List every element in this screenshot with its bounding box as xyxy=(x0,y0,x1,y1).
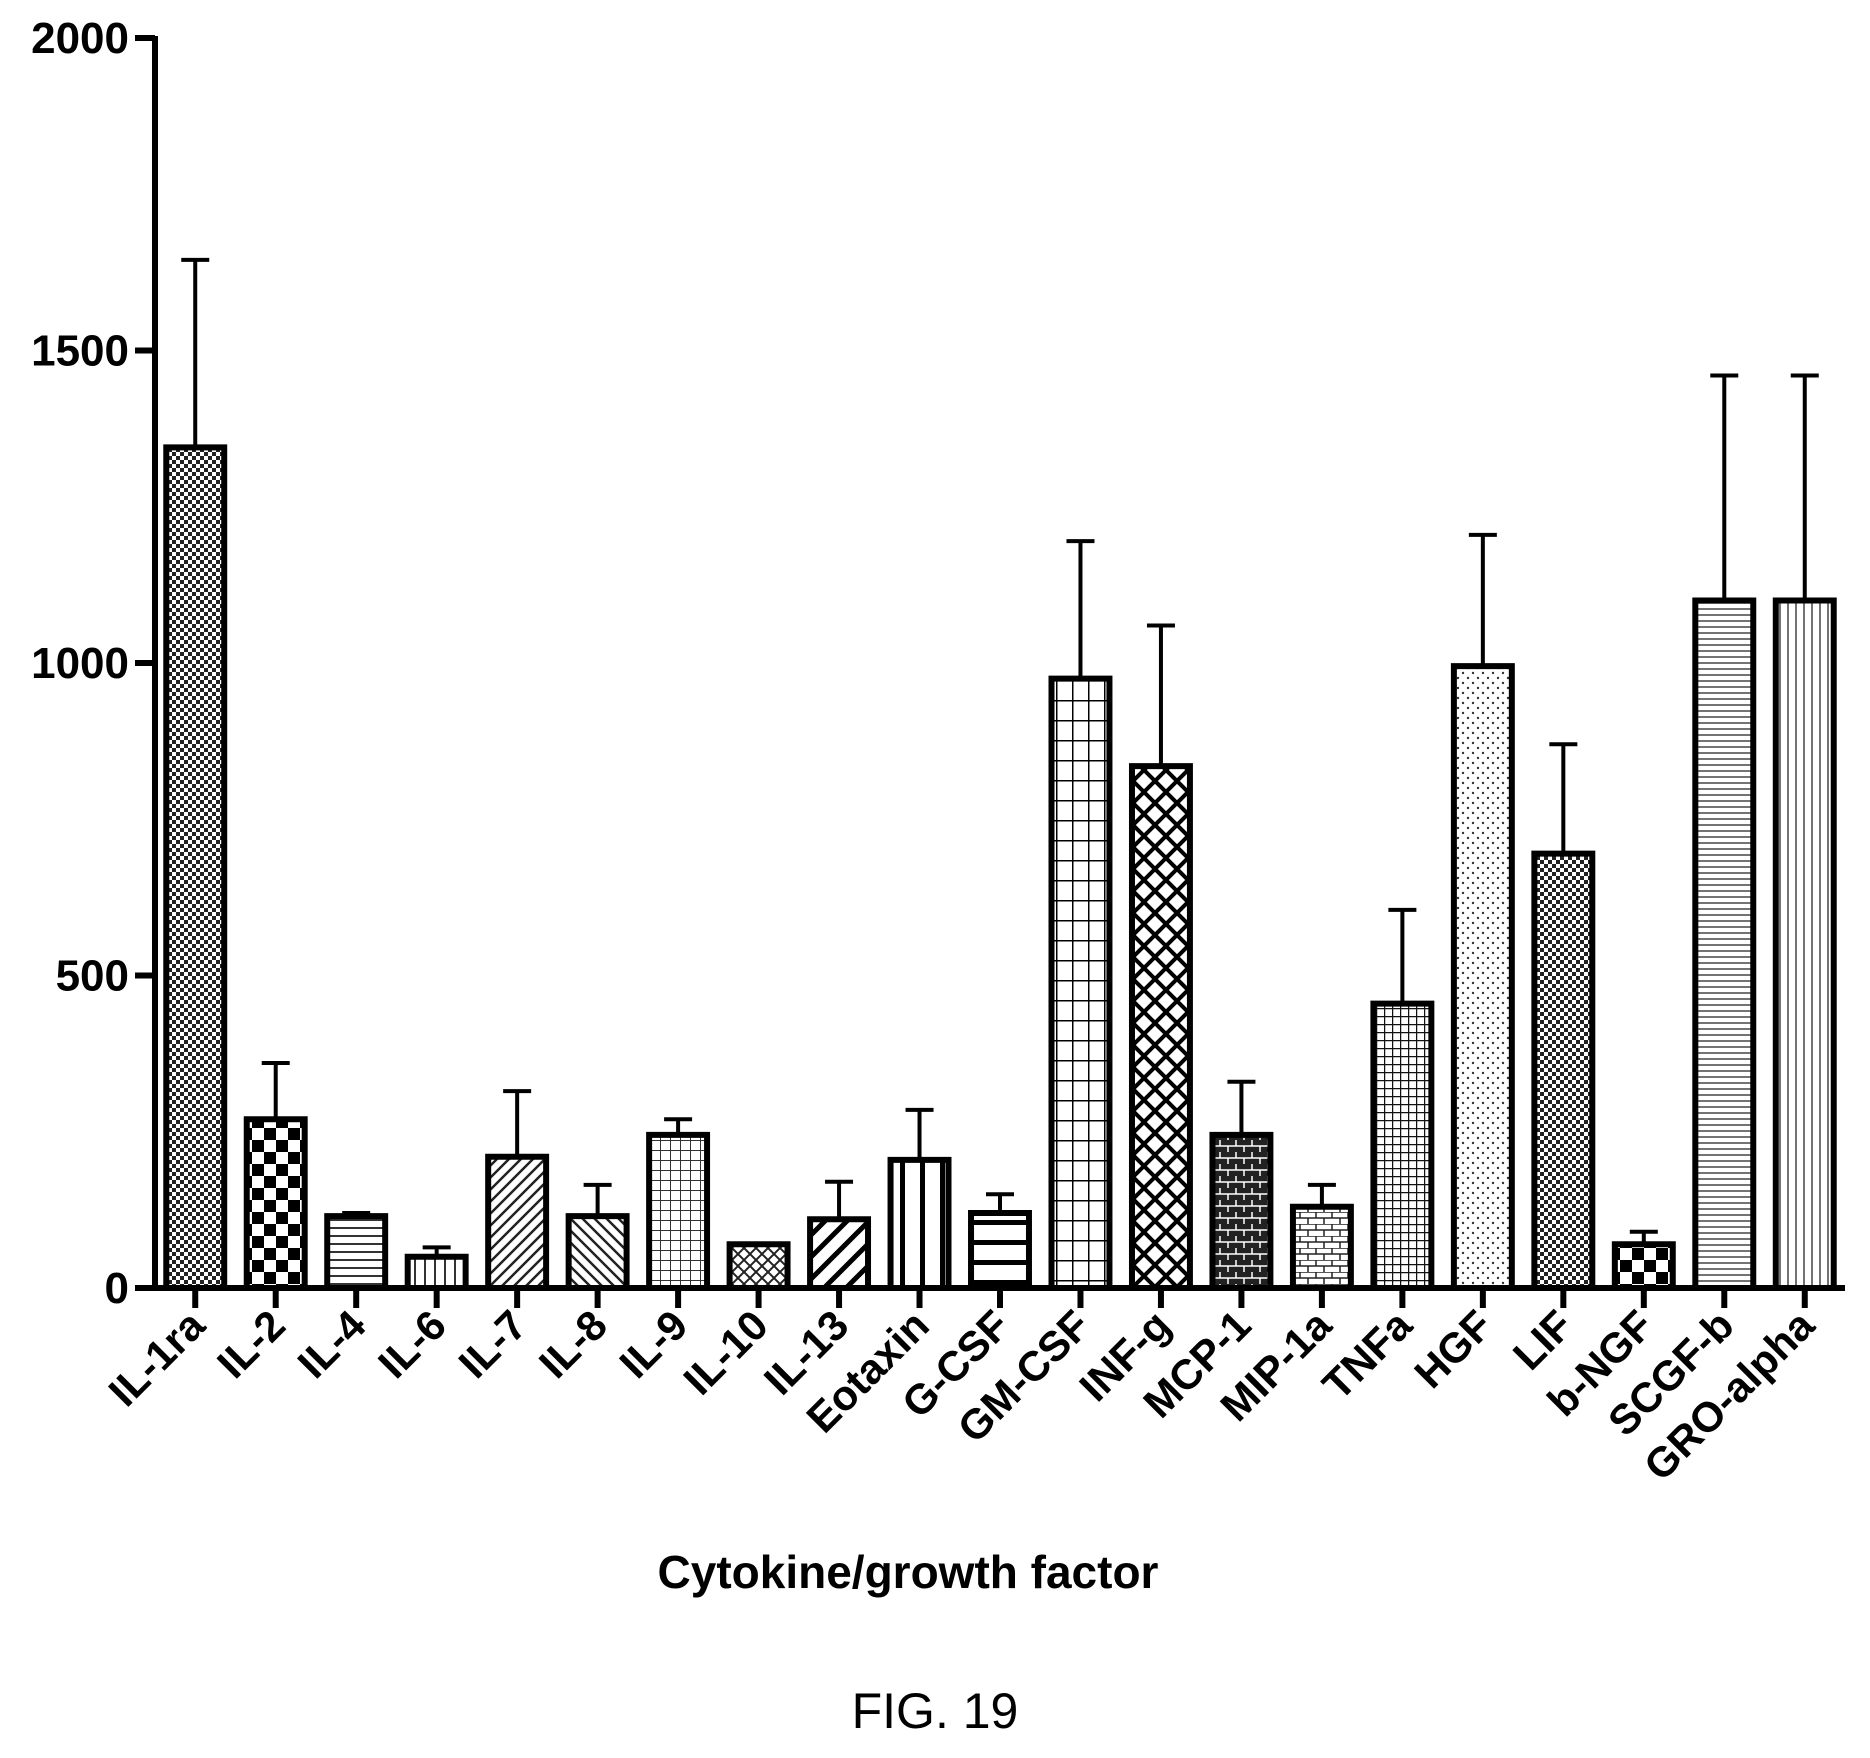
bar-IL-8 xyxy=(565,1213,630,1291)
bar-IL-7 xyxy=(485,1153,550,1291)
category-labels: IL-1raIL-2IL-4IL-6IL-7IL-8IL-9IL-10IL-13… xyxy=(99,1301,1823,1490)
x-tick-label: IL-4 xyxy=(289,1301,375,1387)
x-tick-label: IL-2 xyxy=(208,1301,294,1387)
bar-G-CSF xyxy=(968,1210,1032,1291)
bar-IL-10 xyxy=(726,1241,791,1291)
x-tick-label: IL-8 xyxy=(530,1301,616,1387)
bar-IL-9 xyxy=(646,1131,711,1291)
y-axis: 0 500 1000 1500 2000 xyxy=(31,14,158,1313)
bar-TNFa xyxy=(1370,1000,1435,1291)
x-tick-label: TNFa xyxy=(1313,1301,1421,1409)
bar-HGF xyxy=(1450,663,1515,1291)
y-tick-label: 2000 xyxy=(31,14,129,63)
x-tick-label: IL-1ra xyxy=(99,1301,214,1416)
figure-caption: FIG. 19 xyxy=(852,1683,1019,1739)
bar-LIF xyxy=(1531,850,1596,1291)
bar-SCGF-b xyxy=(1692,597,1757,1291)
bar-IL-13 xyxy=(807,1216,872,1291)
x-tick-label: HGF xyxy=(1405,1301,1501,1397)
x-tick-label: IL-7 xyxy=(449,1301,535,1387)
x-tick-label: IL-10 xyxy=(674,1301,777,1404)
bar-GM-CSF xyxy=(1048,675,1113,1291)
bar-MCP-1 xyxy=(1209,1131,1274,1291)
bar-IL-4 xyxy=(324,1213,389,1291)
x-tick-label: IL-6 xyxy=(369,1301,455,1387)
bar-b-NGF xyxy=(1611,1241,1676,1291)
bar-IL-6 xyxy=(404,1253,469,1291)
bars-group xyxy=(163,257,1837,1291)
bar-INF-g xyxy=(1128,763,1193,1291)
bar-Eotaxin xyxy=(887,1156,952,1291)
y-tick-label: 1000 xyxy=(31,639,129,688)
x-axis-title: Cytokine/growth factor xyxy=(658,1546,1159,1598)
y-tick-label: 1500 xyxy=(31,327,129,376)
y-tick-label: 0 xyxy=(105,1264,129,1313)
bar-IL-2 xyxy=(243,1116,308,1291)
bar-IL-1ra xyxy=(163,444,228,1291)
bar-MIP-1a xyxy=(1289,1203,1354,1291)
y-tick-label: 500 xyxy=(56,952,129,1001)
bar-GRO-alpha xyxy=(1772,597,1837,1291)
